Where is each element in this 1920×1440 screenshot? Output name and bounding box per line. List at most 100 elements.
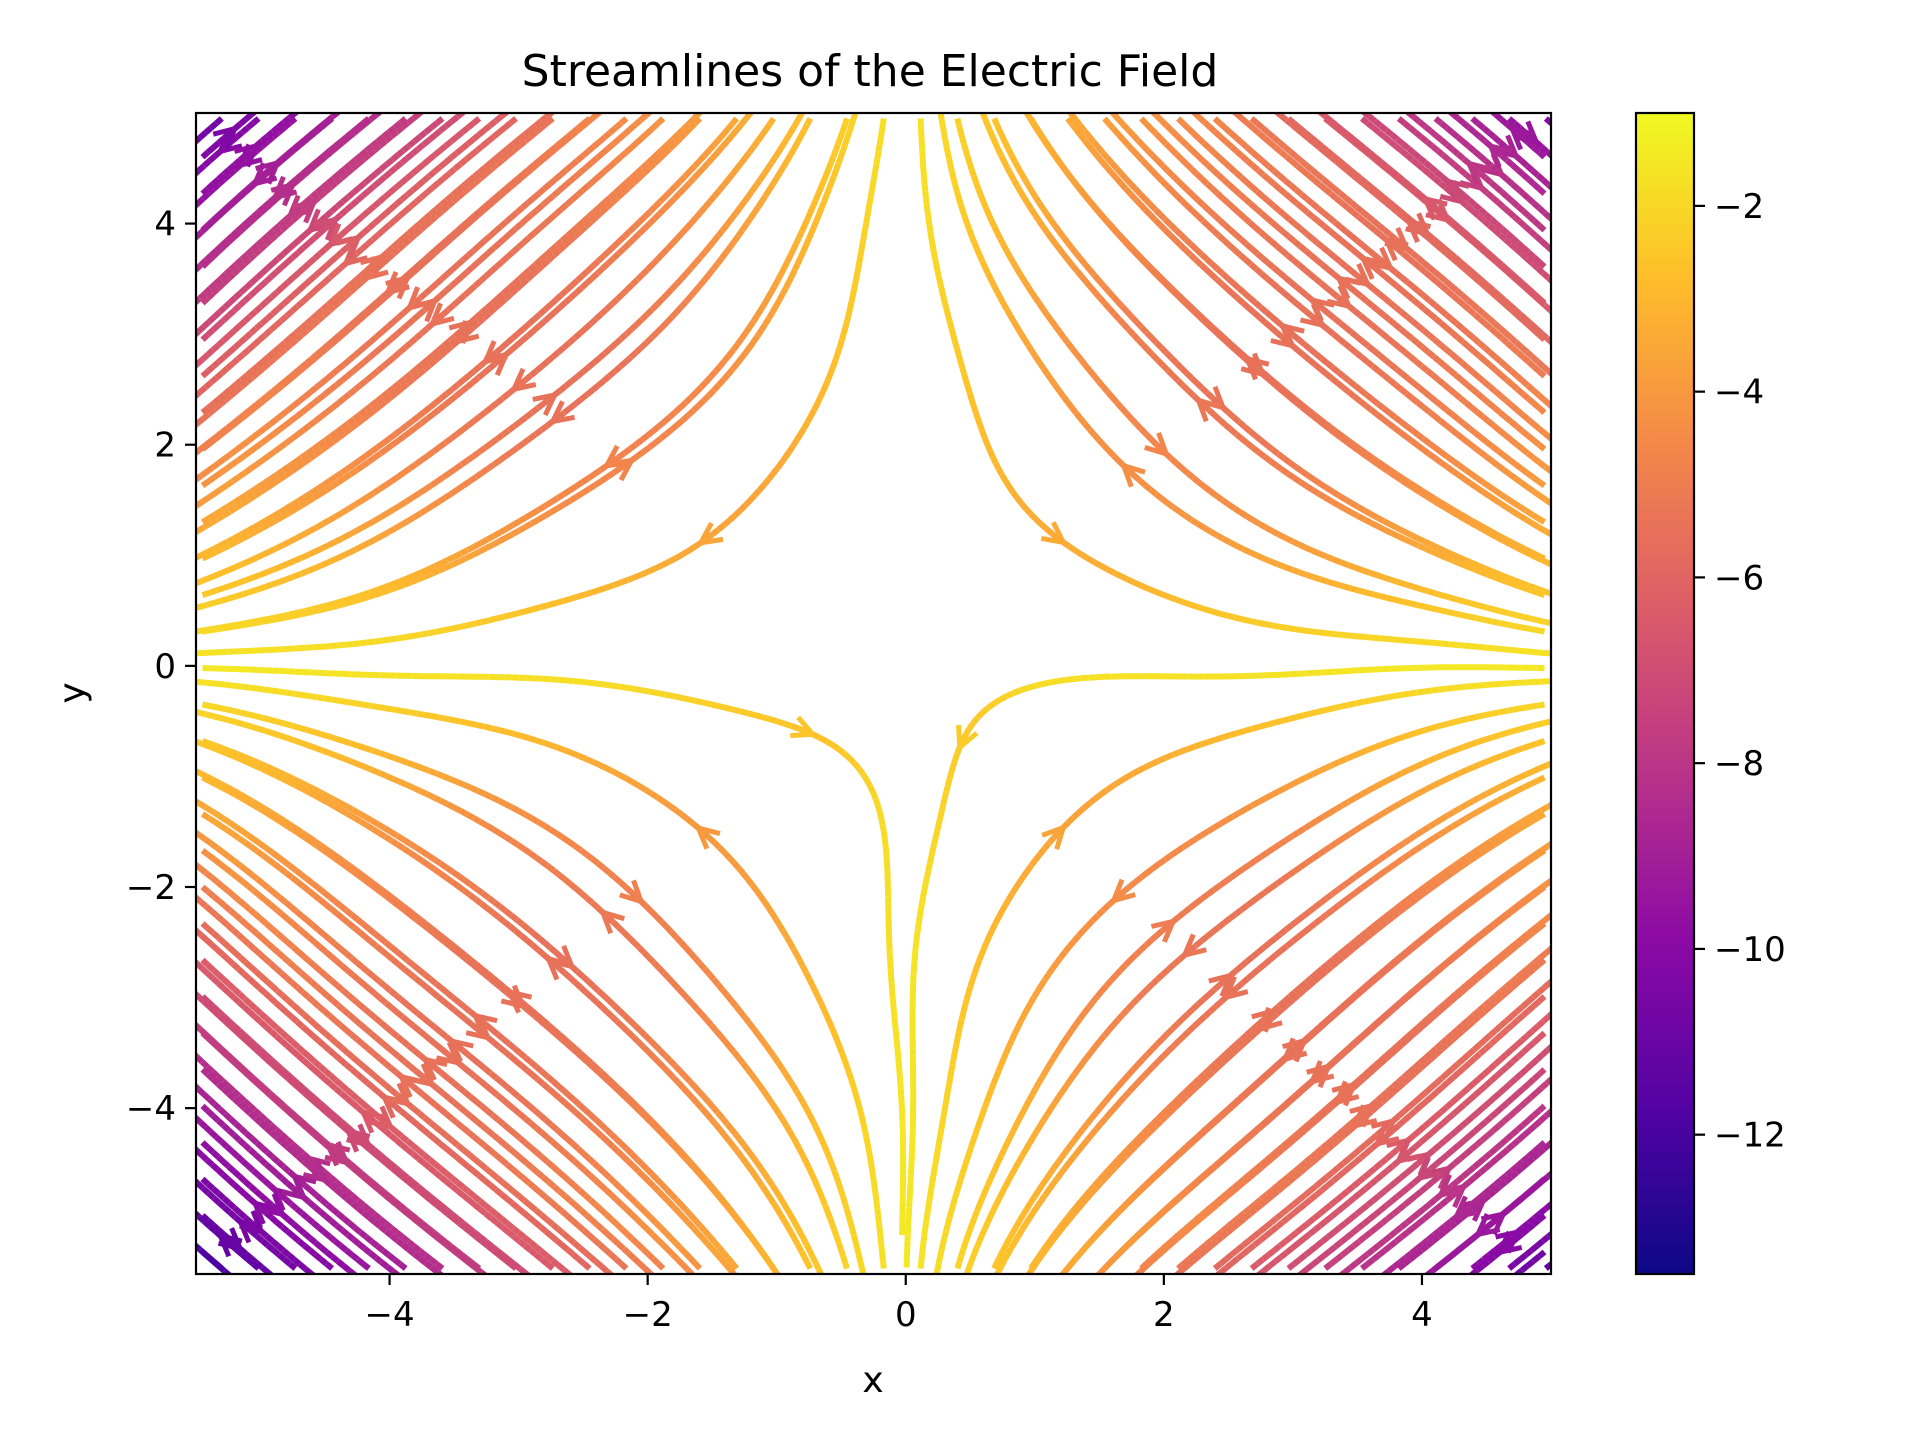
streamline-segment xyxy=(1194,896,1204,906)
streamline-segment xyxy=(509,287,519,297)
streamline-segment xyxy=(1530,354,1540,364)
streamline-segment xyxy=(333,598,343,607)
streamline-segment xyxy=(1220,281,1230,292)
streamline-segment xyxy=(735,1055,745,1065)
streamline-segment xyxy=(1240,1238,1251,1248)
streamline-segment xyxy=(328,750,338,759)
streamline-segment xyxy=(1002,479,1012,489)
streamline-segment xyxy=(353,348,363,358)
streamline-segment xyxy=(589,214,599,225)
streamline-segment xyxy=(1444,312,1454,322)
streamline-segment xyxy=(268,1122,279,1132)
streamline-segment xyxy=(382,983,393,993)
streamline-segment xyxy=(1269,239,1279,249)
streamline-segment xyxy=(1450,1095,1460,1105)
streamline-segment xyxy=(1320,1234,1330,1244)
streamline-segment xyxy=(247,1009,258,1020)
streamline-segment xyxy=(1217,879,1227,889)
streamline-segment xyxy=(574,479,584,489)
streamline-segment xyxy=(1360,1261,1370,1271)
streamline-segment xyxy=(625,1029,635,1039)
streamline-segment xyxy=(1399,897,1409,908)
streamline-segment xyxy=(827,365,837,374)
streamline-segment xyxy=(1380,331,1390,341)
streamline-segment xyxy=(737,503,748,513)
streamline-segment xyxy=(873,1202,881,1210)
streamline-segment xyxy=(368,171,378,181)
streamline-segment xyxy=(198,1119,208,1130)
streamline-segment xyxy=(628,441,638,452)
streamline-segment xyxy=(1182,599,1192,608)
streamline-segment xyxy=(1211,228,1221,238)
streamline-segment xyxy=(507,923,518,934)
streamline-segment xyxy=(1182,905,1193,915)
streamline-segment xyxy=(651,423,661,434)
streamline-segment xyxy=(1256,945,1266,955)
streamline-segment xyxy=(242,1178,253,1189)
streamline-segment xyxy=(1229,1247,1240,1258)
streamline-segment xyxy=(947,1070,955,1079)
streamline-segment xyxy=(388,988,398,998)
streamline-segment xyxy=(1276,1178,1286,1188)
streamline-segment xyxy=(1483,1161,1494,1171)
streamline-segment xyxy=(1514,373,1525,383)
streamline-segment xyxy=(954,117,962,126)
streamline-segment xyxy=(1297,1193,1307,1203)
streamline-segment xyxy=(1458,801,1469,811)
streamline-segment xyxy=(288,904,299,914)
streamline-segment xyxy=(712,840,722,850)
streamline-segment xyxy=(1298,226,1309,236)
streamline-segment xyxy=(1413,761,1423,770)
streamline-segment xyxy=(1331,952,1341,962)
streamline-segment xyxy=(444,875,455,885)
streamline-segment xyxy=(645,1251,655,1261)
streamline-segment xyxy=(1029,1087,1039,1096)
streamline-segment xyxy=(612,579,622,589)
streamline-segment xyxy=(924,210,932,219)
streamline-segment xyxy=(697,153,707,164)
streamline-segment xyxy=(196,1181,206,1191)
streamline-segment xyxy=(1419,363,1430,373)
streamline-segment xyxy=(441,307,451,317)
streamline-segment xyxy=(1419,1243,1430,1253)
streamline-segment xyxy=(1051,830,1061,841)
streamline-segment xyxy=(1496,200,1506,210)
streamline-segment xyxy=(362,701,372,709)
streamline-segment xyxy=(970,405,979,414)
streamline-segment xyxy=(349,955,359,965)
streamline-segment xyxy=(1048,218,1058,228)
streamline-segment xyxy=(312,251,322,261)
streamline-segment xyxy=(1342,1122,1352,1132)
streamline-segment xyxy=(215,1074,226,1084)
streamline-segment xyxy=(1311,547,1321,557)
streamline-segment xyxy=(404,171,415,181)
streamline-segment xyxy=(925,217,933,225)
streamline-segment xyxy=(1069,122,1079,132)
streamline-segment xyxy=(992,461,1002,471)
streamline-segment xyxy=(1537,1206,1548,1217)
streamline-segment xyxy=(1010,1224,1020,1234)
streamline-segment xyxy=(209,841,219,851)
streamline-segment xyxy=(234,443,244,453)
streamline-segment xyxy=(1416,288,1426,299)
streamline-segment xyxy=(1171,1096,1181,1106)
streamline-segment xyxy=(1193,257,1204,267)
streamline-segment xyxy=(1186,1081,1197,1091)
streamline-segment xyxy=(210,1149,221,1160)
streamline-segment xyxy=(269,1202,280,1213)
streamline-segment xyxy=(277,895,288,905)
streamline-segment xyxy=(369,334,379,344)
streamline-segment xyxy=(232,1169,242,1179)
streamline-segment xyxy=(621,929,631,940)
streamline-segment xyxy=(1464,400,1474,410)
streamline-segment xyxy=(1323,1202,1333,1212)
streamline-segment xyxy=(1410,250,1420,260)
streamline-segment xyxy=(568,483,578,493)
streamline-segment xyxy=(316,927,326,937)
streamline-segment xyxy=(1043,1172,1053,1182)
streamline-segment xyxy=(799,224,808,233)
streamline-segment xyxy=(1029,189,1039,199)
streamline-segment xyxy=(1418,585,1428,594)
streamline-segment xyxy=(1392,425,1402,435)
streamline-segment xyxy=(427,400,438,410)
